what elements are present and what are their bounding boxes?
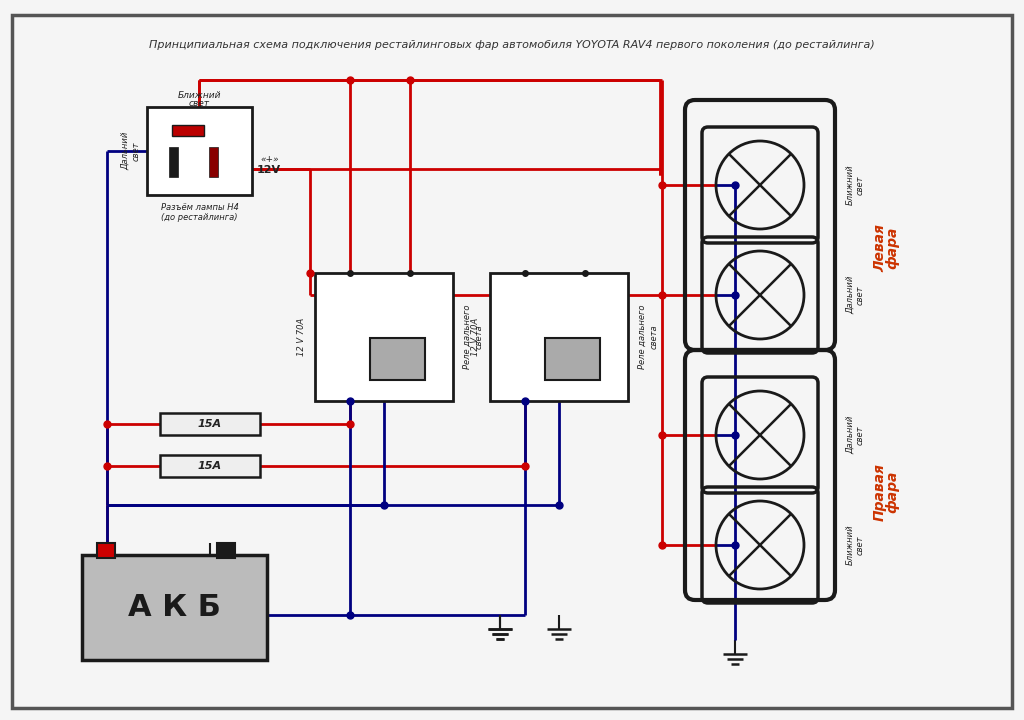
Text: 15А: 15А	[198, 461, 222, 471]
Bar	[172, 125, 204, 136]
Bar	[490, 273, 628, 401]
Text: Дальний: Дальний	[121, 132, 129, 170]
Text: (до рестайлинга): (до рестайлинга)	[161, 212, 238, 222]
Text: Левая: Левая	[873, 224, 887, 272]
Text: фара: фара	[885, 471, 899, 513]
Text: Ближний: Ближний	[846, 525, 854, 565]
Bar	[160, 413, 260, 435]
Text: света: света	[649, 325, 658, 349]
Text: Дальний: Дальний	[846, 416, 854, 454]
Text: фара: фара	[885, 227, 899, 269]
Text: Ближний: Ближний	[177, 91, 221, 99]
Text: Правая: Правая	[873, 463, 887, 521]
Bar	[209, 147, 218, 177]
Text: Ближний: Ближний	[846, 165, 854, 205]
Text: свет: свет	[855, 285, 864, 305]
Text: свет: свет	[131, 141, 140, 161]
Bar	[82, 555, 267, 660]
Bar	[315, 273, 453, 401]
Text: 12 V 70A: 12 V 70A	[471, 318, 480, 356]
Bar	[97, 543, 115, 558]
Bar	[169, 147, 178, 177]
Text: Разъём лампы H4: Разъём лампы H4	[161, 202, 239, 212]
Text: свет: свет	[188, 99, 210, 109]
Text: свет: свет	[855, 175, 864, 194]
Text: Реле дальнего: Реле дальнего	[638, 305, 646, 369]
Text: А К Б: А К Б	[128, 593, 221, 622]
Bar	[160, 455, 260, 477]
Text: свет: свет	[855, 426, 864, 445]
Text: 15А: 15А	[198, 419, 222, 429]
Text: Реле дальнего: Реле дальнего	[463, 305, 471, 369]
Text: 12 V 70A: 12 V 70A	[297, 318, 305, 356]
Text: Дальний: Дальний	[846, 276, 854, 314]
Text: Принципиальная схема подключения рестайлинговых фар автомобиля YOYOTA RAV4 перво: Принципиальная схема подключения рестайл…	[150, 40, 874, 50]
Bar	[370, 338, 425, 380]
Text: 12V: 12V	[257, 165, 282, 175]
Text: «+»: «+»	[260, 155, 279, 163]
Bar	[545, 338, 600, 380]
Bar	[217, 543, 234, 558]
Text: свет: свет	[855, 535, 864, 554]
Text: света: света	[474, 325, 483, 349]
Bar	[147, 107, 252, 195]
